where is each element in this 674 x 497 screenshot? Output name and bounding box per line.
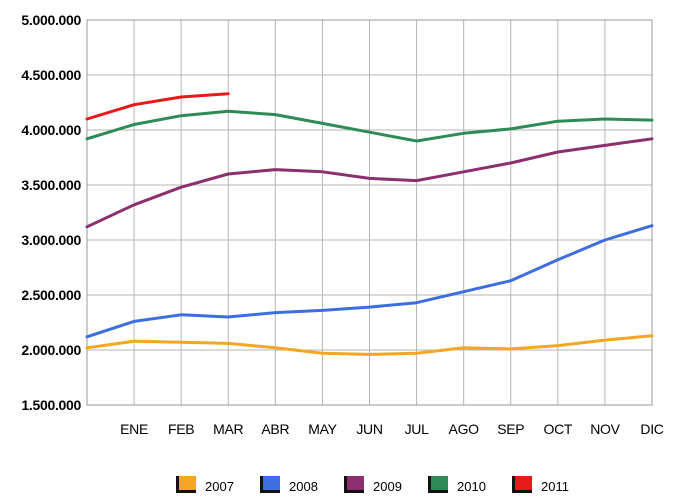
y-tick-label: 3.000.000	[21, 232, 81, 248]
legend-swatch-edge	[512, 476, 515, 493]
x-tick-label: JUL	[405, 421, 430, 437]
y-axis-ticks: 1.500.000 2.000.000 2.500.000 3.000.000 3.50…	[21, 12, 81, 413]
series-line-2010	[85, 109, 654, 143]
legend-swatch	[512, 476, 532, 493]
series-line-2008	[85, 224, 654, 339]
legend-swatch-edge	[260, 490, 280, 493]
x-axis-ticks: ENE FEB MAR ABR MAY JUN JUL AGO SEP OCT NOV DIC	[120, 421, 664, 437]
x-tick-label: NOV	[590, 421, 620, 437]
legend-label: 2011	[541, 479, 569, 494]
legend-label: 2008	[289, 479, 318, 494]
legend: 2007 2008 2009 2010 2011	[176, 476, 569, 494]
legend-swatch	[344, 476, 364, 493]
legend-swatch-edge	[176, 476, 179, 493]
legend-swatch-edge	[344, 476, 347, 493]
x-tick-label: SEP	[497, 421, 524, 437]
series-lines	[85, 92, 654, 356]
x-tick-label: MAY	[308, 421, 337, 437]
series-line-2011	[85, 92, 230, 121]
y-tick-label: 4.000.000	[21, 122, 81, 138]
y-tick-label: 2.500.000	[21, 287, 81, 303]
legend-swatch	[176, 476, 196, 493]
x-tick-label: MAR	[213, 421, 243, 437]
plot-frame	[86, 19, 653, 406]
legend-swatch-edge	[344, 490, 364, 493]
legend-label: 2010	[457, 479, 486, 494]
x-tick-label: AGO	[449, 421, 480, 437]
legend-item-2011: 2011	[512, 476, 569, 494]
legend-swatch-edge	[512, 490, 532, 493]
y-tick-label: 3.500.000	[21, 177, 81, 193]
y-tick-label: 5.000.000	[21, 12, 81, 28]
x-tick-label: JUN	[356, 421, 382, 437]
x-tick-label: OCT	[544, 421, 573, 437]
grid-lines	[86, 19, 653, 406]
legend-item-2008: 2008	[260, 476, 318, 494]
y-tick-label: 2.000.000	[21, 342, 81, 358]
legend-label: 2009	[373, 479, 402, 494]
series-line-2009	[85, 137, 654, 229]
legend-item-2010: 2010	[428, 476, 486, 494]
legend-swatch-edge	[428, 476, 431, 493]
x-tick-label: ABR	[261, 421, 289, 437]
y-tick-label: 4.500.000	[21, 67, 81, 83]
legend-swatch	[428, 476, 448, 493]
y-tick-label: 1.500.000	[21, 397, 81, 413]
legend-label: 2007	[205, 479, 234, 494]
x-tick-label: FEB	[168, 421, 194, 437]
legend-swatch-edge	[260, 476, 263, 493]
legend-swatch-edge	[428, 490, 448, 493]
legend-swatch-edge	[176, 490, 196, 493]
series-line-2007	[85, 334, 654, 356]
legend-swatch	[260, 476, 280, 493]
legend-item-2009: 2009	[344, 476, 402, 494]
x-tick-label: DIC	[640, 421, 663, 437]
legend-item-2007: 2007	[176, 476, 234, 494]
x-tick-label: ENE	[120, 421, 148, 437]
